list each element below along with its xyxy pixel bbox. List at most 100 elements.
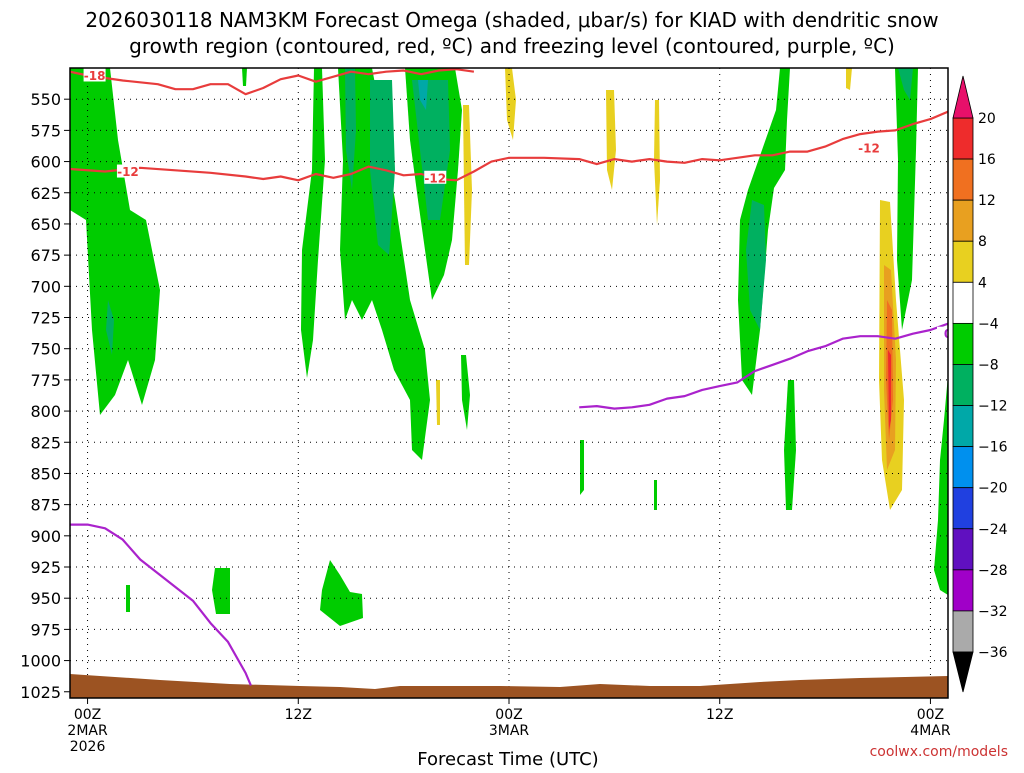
colorbar-tick-label: −24 [978,522,1008,538]
x-tick-label: 12Z [285,707,312,723]
x-axis-label: Forecast Time (UTC) [417,749,598,768]
y-tick-label: 850 [30,464,61,483]
plot-area: -18 -12 -12 -12 0 [69,67,952,699]
contour-label: -12 [117,165,139,179]
contour-label-bg [937,326,948,340]
y-tick-label: 650 [30,215,61,234]
y-tick-label: 775 [30,371,61,390]
contour-label: 0 [944,327,952,341]
colorbar-segment [952,446,974,489]
colorbar-segment [952,487,974,530]
colorbar-segment [952,528,974,571]
omega-shading [70,68,948,626]
x-tick-label: 00Z [74,707,101,723]
colorbar-tick-label: −12 [978,399,1008,415]
colorbar-segment [952,199,974,242]
colorbar-segment [952,569,974,612]
y-tick-label: 875 [30,496,61,515]
omega-upward-region [320,560,363,626]
terrain-ground [70,674,948,698]
colorbar-tick-label: 12 [978,193,996,209]
y-tick-label: 825 [30,433,61,452]
colorbar-segment [952,240,974,283]
x-tick-label: 00Z [495,707,522,723]
omega-upward-region [746,200,766,330]
omega-downward-region [606,90,616,190]
y-tick-label: 575 [30,121,61,140]
y-tick-label: 950 [30,589,61,608]
colorbar-overflow-top [952,75,974,119]
omega-upward-region [412,80,450,220]
contour-0 [579,322,948,410]
colorbar-tick-label: −8 [978,357,999,373]
contour-label: -18 [84,69,106,83]
y-tick-label: 600 [30,153,61,172]
omega-upward-region [895,68,918,330]
contour--18 [70,68,475,96]
x-tick-label: 2MAR [67,723,108,739]
colorbar-tick-label: 4 [978,275,987,291]
omega-downward-region [654,100,660,225]
contour--12 [70,110,948,182]
omega-upward-region [126,585,130,612]
colorbar-segment [952,281,974,324]
colorbar-segment [952,158,974,201]
colorbar-tick-label: −4 [978,316,999,332]
omega-downward-region [846,68,852,90]
omega-upward-region [784,380,796,510]
y-tick-label: 625 [30,184,61,203]
contour-label: -12 [424,171,446,185]
contour-label-bg [83,68,106,82]
chart-title-line1: 2026030118 NAM3KM Forecast Omega (shaded… [85,8,938,32]
contour-lines: -18 -12 -12 -12 0 [70,68,952,686]
omega-upward-region [934,375,948,595]
colorbar: 20 16 12 8 4 −4 −8 −12 −16 −20 −24 −28 −32 −36 [952,75,1008,693]
y-tick-label: 675 [30,246,61,265]
x-tick-label: 4MAR [910,723,951,739]
colorbar-tick-label: −20 [978,481,1008,497]
y-tick-label: 700 [30,277,61,296]
omega-upward-region [370,80,395,255]
colorbar-tick-label: −16 [978,440,1008,456]
omega-upward-region [654,480,657,510]
y-tick-label: 1025 [20,683,61,702]
contour-label-bg [424,170,447,184]
colorbar-tick-label: 8 [978,234,987,250]
colorbar-tick-label: −28 [978,563,1008,579]
x-tick-label: 12Z [706,707,733,723]
omega-downward-region [888,350,891,430]
y-tick-label: 750 [30,340,61,359]
omega-upward-region [338,68,430,460]
contour-label-bg [857,140,880,154]
omega-upward-region [242,68,247,86]
colorbar-segment [952,322,974,365]
x-tick-label: 2026 [70,739,106,755]
colorbar-overflow-bottom [952,651,974,693]
omega-upward-region [345,68,356,190]
contour-label-bg [116,164,139,178]
colorbar-segment [952,117,974,160]
colorbar-tick-label: 20 [978,111,996,127]
omega-upward-region [418,80,428,110]
x-tick-label: 00Z [917,707,944,723]
colorbar-segment [952,364,974,406]
colorbar-segment [952,610,974,653]
omega-upward-region [212,568,230,614]
y-tick-label: 900 [30,527,61,546]
contour-label: -12 [858,141,880,155]
colorbar-tick-label: 16 [978,152,996,168]
plot-background [70,68,948,698]
omega-upward-region [106,300,114,355]
omega-downward-region [505,68,516,140]
omega-downward-region [436,380,440,425]
omega-upward-region [70,68,160,415]
colorbar-tick-label: −32 [978,604,1008,620]
omega-upward-region [580,440,584,495]
credit-text: coolwx.com/models [870,744,1008,760]
y-axis-pressure: 550 575 600 625 650 675 700 725 750 775 800 825 850 8… [20,90,70,702]
contour-0 [70,523,252,686]
y-tick-label: 925 [30,558,61,577]
omega-upward-region [461,355,470,430]
